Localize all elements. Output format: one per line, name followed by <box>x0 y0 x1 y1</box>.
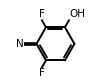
Text: OH: OH <box>69 9 85 19</box>
Text: F: F <box>39 9 45 19</box>
Text: F: F <box>39 68 45 78</box>
Text: N: N <box>16 39 23 49</box>
